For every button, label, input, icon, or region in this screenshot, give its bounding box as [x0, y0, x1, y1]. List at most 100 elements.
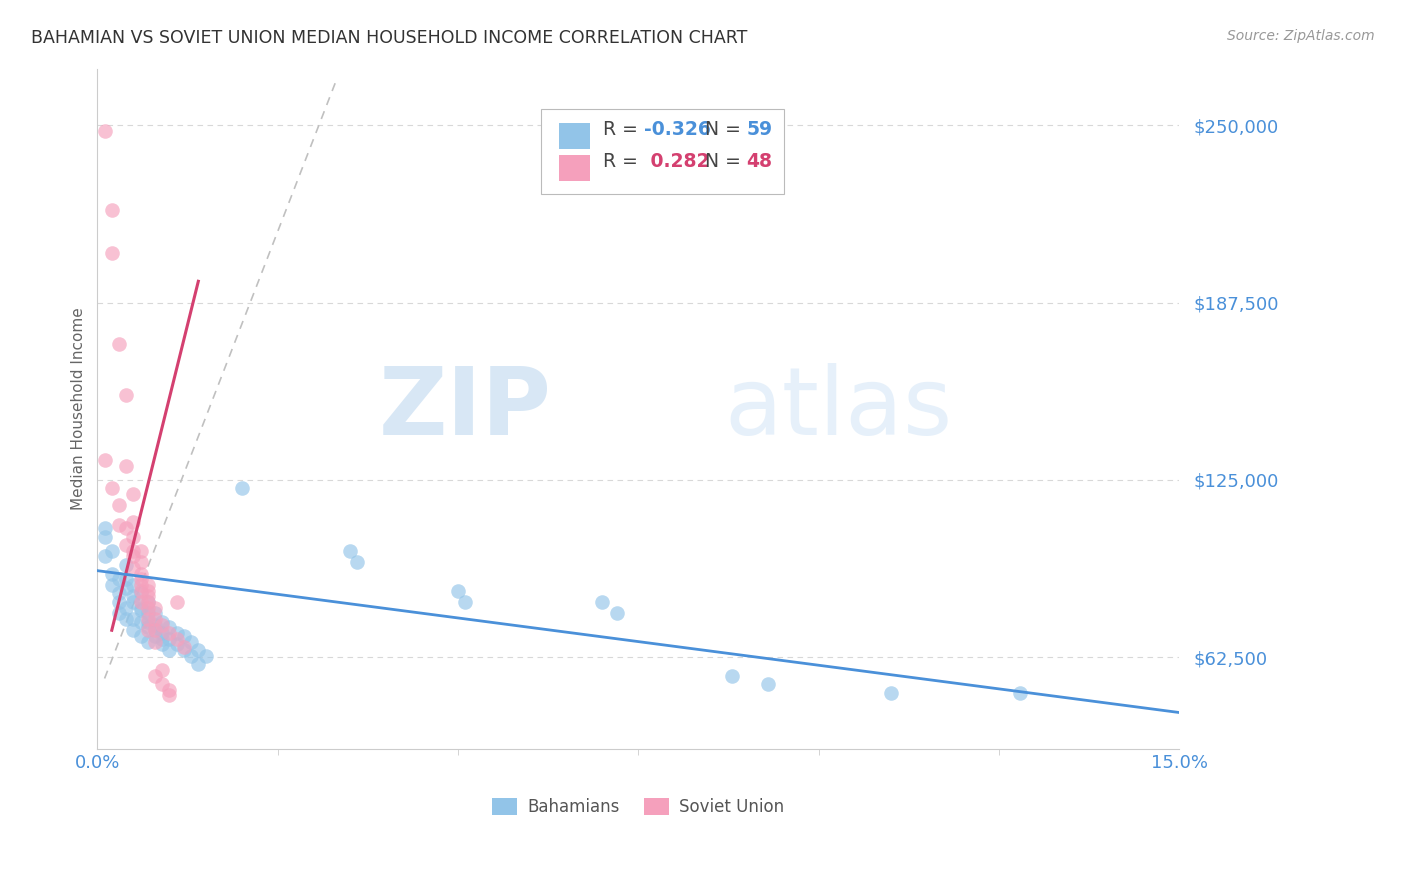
Text: N =: N = — [706, 120, 747, 139]
Point — [136, 624, 159, 638]
Point — [129, 600, 152, 615]
Point — [122, 549, 145, 564]
Point — [606, 606, 628, 620]
Point — [122, 589, 145, 603]
Point — [143, 606, 166, 620]
Point — [100, 578, 122, 592]
Point — [115, 538, 138, 552]
Point — [136, 583, 159, 598]
Text: R =: R = — [603, 153, 644, 171]
Point — [150, 637, 173, 651]
Point — [122, 595, 145, 609]
Point — [115, 388, 138, 402]
Point — [122, 543, 145, 558]
Point — [136, 600, 159, 615]
Point — [150, 632, 173, 646]
Point — [447, 583, 470, 598]
Point — [150, 615, 173, 629]
Point — [136, 595, 159, 609]
Point — [143, 629, 166, 643]
Point — [143, 612, 166, 626]
Text: 48: 48 — [747, 153, 772, 171]
Point — [166, 637, 188, 651]
Point — [129, 566, 152, 581]
Point — [93, 124, 115, 138]
Point — [721, 668, 744, 682]
Point — [108, 595, 131, 609]
Point — [115, 458, 138, 473]
Point — [129, 572, 152, 586]
Point — [150, 677, 173, 691]
Text: N =: N = — [706, 153, 747, 171]
Text: BAHAMIAN VS SOVIET UNION MEDIAN HOUSEHOLD INCOME CORRELATION CHART: BAHAMIAN VS SOVIET UNION MEDIAN HOUSEHOL… — [31, 29, 748, 46]
Point — [194, 648, 217, 663]
Point — [136, 595, 159, 609]
Point — [187, 643, 209, 657]
Point — [143, 600, 166, 615]
Point — [1010, 686, 1032, 700]
Point — [108, 336, 131, 351]
Point — [187, 657, 209, 672]
Point — [122, 624, 145, 638]
Point — [136, 615, 159, 629]
Text: Source: ZipAtlas.com: Source: ZipAtlas.com — [1227, 29, 1375, 43]
Point — [591, 595, 613, 609]
Point — [122, 612, 145, 626]
Point — [122, 561, 145, 575]
Point — [129, 583, 152, 598]
Point — [136, 589, 159, 603]
Point — [115, 600, 138, 615]
Point — [143, 668, 166, 682]
Text: 59: 59 — [747, 120, 772, 139]
Point — [159, 643, 181, 657]
Point — [159, 626, 181, 640]
Point — [93, 521, 115, 535]
Point — [129, 578, 152, 592]
Point — [100, 203, 122, 218]
Point — [108, 518, 131, 533]
Point — [108, 499, 131, 513]
Point — [115, 572, 138, 586]
Point — [100, 543, 122, 558]
Point — [122, 516, 145, 530]
Point — [122, 487, 145, 501]
Point — [129, 603, 152, 617]
Point — [136, 578, 159, 592]
Point — [115, 558, 138, 572]
Point — [173, 640, 195, 655]
Point — [136, 606, 159, 620]
Point — [115, 581, 138, 595]
Point — [136, 634, 159, 648]
Text: R =: R = — [603, 120, 644, 139]
Point — [150, 617, 173, 632]
Point — [159, 682, 181, 697]
Point — [159, 632, 181, 646]
Point — [150, 663, 173, 677]
Point — [150, 626, 173, 640]
FancyBboxPatch shape — [560, 123, 589, 149]
Point — [108, 572, 131, 586]
Point — [129, 629, 152, 643]
Point — [100, 482, 122, 496]
Point — [346, 555, 368, 569]
Point — [159, 620, 181, 634]
Point — [339, 543, 361, 558]
Point — [129, 615, 152, 629]
Point — [143, 634, 166, 648]
Point — [122, 578, 145, 592]
Point — [231, 482, 253, 496]
Point — [129, 586, 152, 600]
Point — [136, 620, 159, 634]
Point — [143, 617, 166, 632]
Point — [143, 624, 166, 638]
Text: 0.282: 0.282 — [644, 153, 709, 171]
Point — [166, 632, 188, 646]
Point — [166, 595, 188, 609]
Point — [108, 606, 131, 620]
Point — [143, 624, 166, 638]
Point — [93, 453, 115, 467]
Legend: Bahamians, Soviet Union: Bahamians, Soviet Union — [485, 791, 792, 822]
Point — [93, 530, 115, 544]
Point — [159, 689, 181, 703]
Point — [136, 612, 159, 626]
